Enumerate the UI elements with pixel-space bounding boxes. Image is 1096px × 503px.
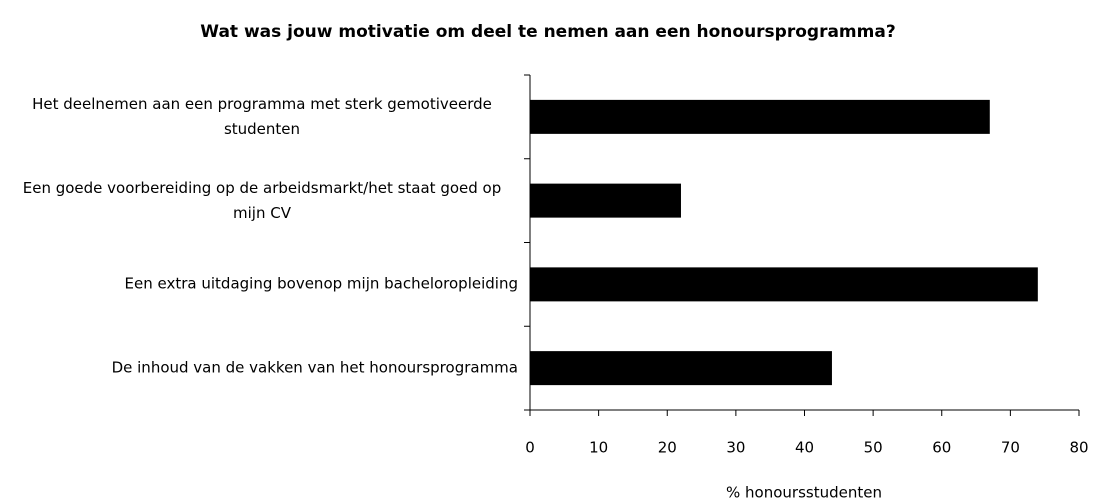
x-tick-label: 0 bbox=[525, 439, 535, 457]
x-tick-label: 10 bbox=[589, 439, 608, 457]
x-tick-label: 50 bbox=[864, 439, 883, 457]
x-tick-label: 20 bbox=[658, 439, 677, 457]
y-tick-label: De inhoud van de vakken van het honoursp… bbox=[111, 358, 518, 377]
x-axis-label: % honoursstudenten bbox=[726, 484, 882, 502]
x-tick-label: 70 bbox=[1001, 439, 1020, 457]
x-tick-label: 80 bbox=[1069, 439, 1088, 457]
bar bbox=[530, 99, 990, 134]
x-tick-label: 30 bbox=[726, 439, 745, 457]
bar bbox=[530, 351, 832, 386]
bar bbox=[530, 267, 1038, 302]
x-tick-label: 60 bbox=[932, 439, 951, 457]
chart-title: Wat was jouw motivatie om deel te nemen … bbox=[200, 22, 895, 42]
x-tick-label: 40 bbox=[795, 439, 814, 457]
bar bbox=[530, 183, 681, 218]
y-tick-label: Een goede voorbereiding op de arbeidsmar… bbox=[22, 178, 502, 222]
y-tick-label: Een extra uitdaging bovenop mijn bachelo… bbox=[124, 274, 518, 293]
y-tick-label: Het deelnemen aan een programma met ster… bbox=[32, 94, 492, 138]
